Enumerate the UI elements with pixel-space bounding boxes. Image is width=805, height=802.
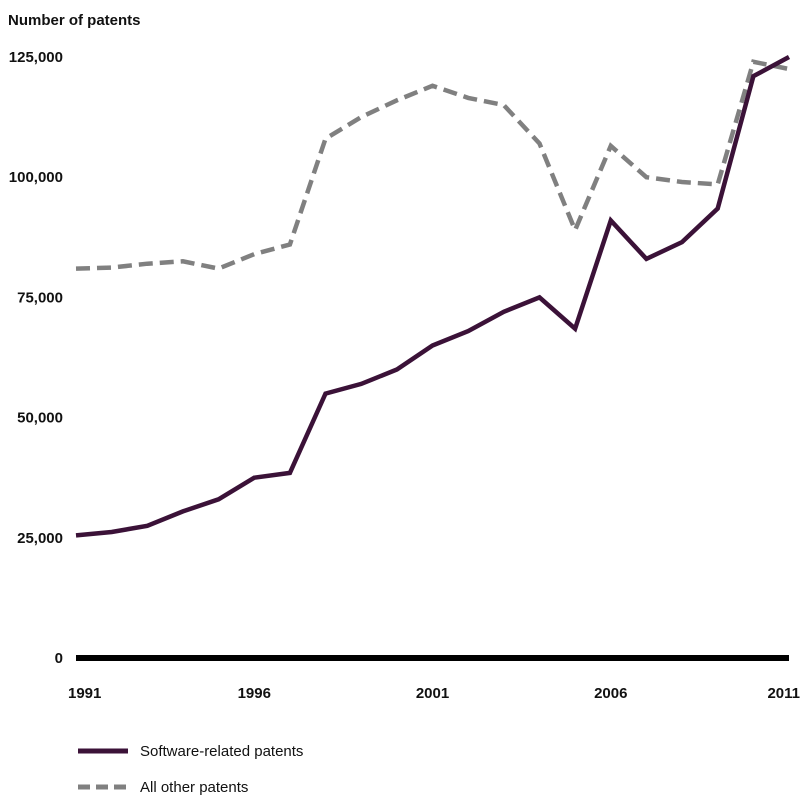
x-tick-label: 1996 [238,685,271,702]
y-tick-label: 25,000 [17,530,63,547]
y-tick-labels: 0 25,000 50,000 75,000 100,000 125,000 [9,49,63,667]
y-tick-label: 125,000 [9,49,63,66]
x-tick-label: 2006 [594,685,627,702]
y-tick-label: 50,000 [17,410,63,427]
legend-item-software: Software-related patents [78,743,303,760]
series-line-other [75,59,790,271]
series-lines [75,55,791,538]
x-tick-label: 2011 [767,685,800,702]
x-tick-label: 2001 [416,685,449,702]
y-tick-label: 0 [55,650,63,667]
legend-label-software: Software-related patents [140,743,303,760]
y-axis-title: Number of patents [8,12,141,29]
legend-item-other: All other patents [78,779,248,796]
y-tick-label: 100,000 [9,169,63,186]
series-line-software [75,55,791,538]
y-tick-label: 75,000 [17,289,63,306]
legend-label-other: All other patents [140,779,248,796]
x-tick-label: 1991 [68,685,101,702]
x-tick-labels: 1991 1996 2001 2006 2011 [68,685,800,702]
legend: Software-related patents All other paten… [78,743,303,796]
